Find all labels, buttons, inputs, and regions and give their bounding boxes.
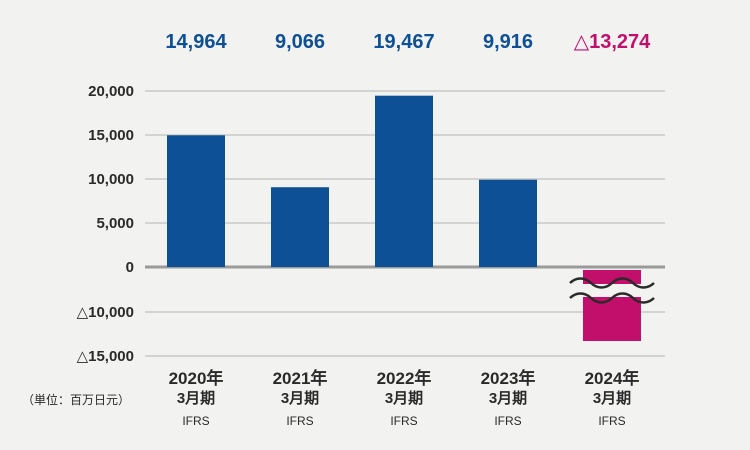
x-tick-year: 2020年	[169, 368, 224, 388]
x-tick-standard: IFRS	[494, 414, 521, 428]
axis-break-line	[569, 292, 655, 304]
y-tick-label: 5,000	[96, 215, 134, 232]
x-tick-standard: IFRS	[182, 414, 209, 428]
x-tick-year: 2023年	[481, 368, 536, 388]
data-label: 19,467	[373, 31, 434, 53]
x-tick-year: 2022年	[377, 368, 432, 388]
y-tick-label: 15,000	[88, 127, 134, 144]
y-tick-label: △10,000	[77, 304, 134, 321]
data-label: 14,964	[165, 31, 227, 53]
x-tick-standard: IFRS	[598, 414, 625, 428]
x-tick-period: 3月期	[489, 389, 527, 407]
x-tick-year: 2021年	[273, 368, 328, 388]
data-label: △13,274	[574, 31, 651, 53]
bar	[479, 179, 537, 267]
x-tick-period: 3月期	[385, 389, 423, 407]
x-tick-year: 2024年	[585, 368, 640, 388]
x-tick-period: 3月期	[593, 389, 631, 407]
x-tick-period: 3月期	[281, 389, 319, 407]
x-tick-standard: IFRS	[286, 414, 313, 428]
y-tick-label: 10,000	[88, 171, 134, 188]
x-tick-period: 3月期	[177, 389, 215, 407]
axis-break-gap	[570, 284, 654, 297]
unit-label: （単位：百万日元）	[22, 392, 130, 407]
bar	[167, 135, 225, 267]
data-label: 9,066	[275, 31, 325, 53]
axis-break-line	[569, 277, 655, 289]
y-tick-label: △15,000	[77, 348, 134, 365]
y-tick-label: 0	[126, 259, 134, 276]
y-tick-label: 20,000	[88, 83, 134, 100]
bar	[375, 95, 433, 267]
data-label: 9,916	[483, 31, 533, 53]
bar	[583, 270, 641, 341]
x-tick-standard: IFRS	[390, 414, 417, 428]
bar	[271, 187, 329, 267]
